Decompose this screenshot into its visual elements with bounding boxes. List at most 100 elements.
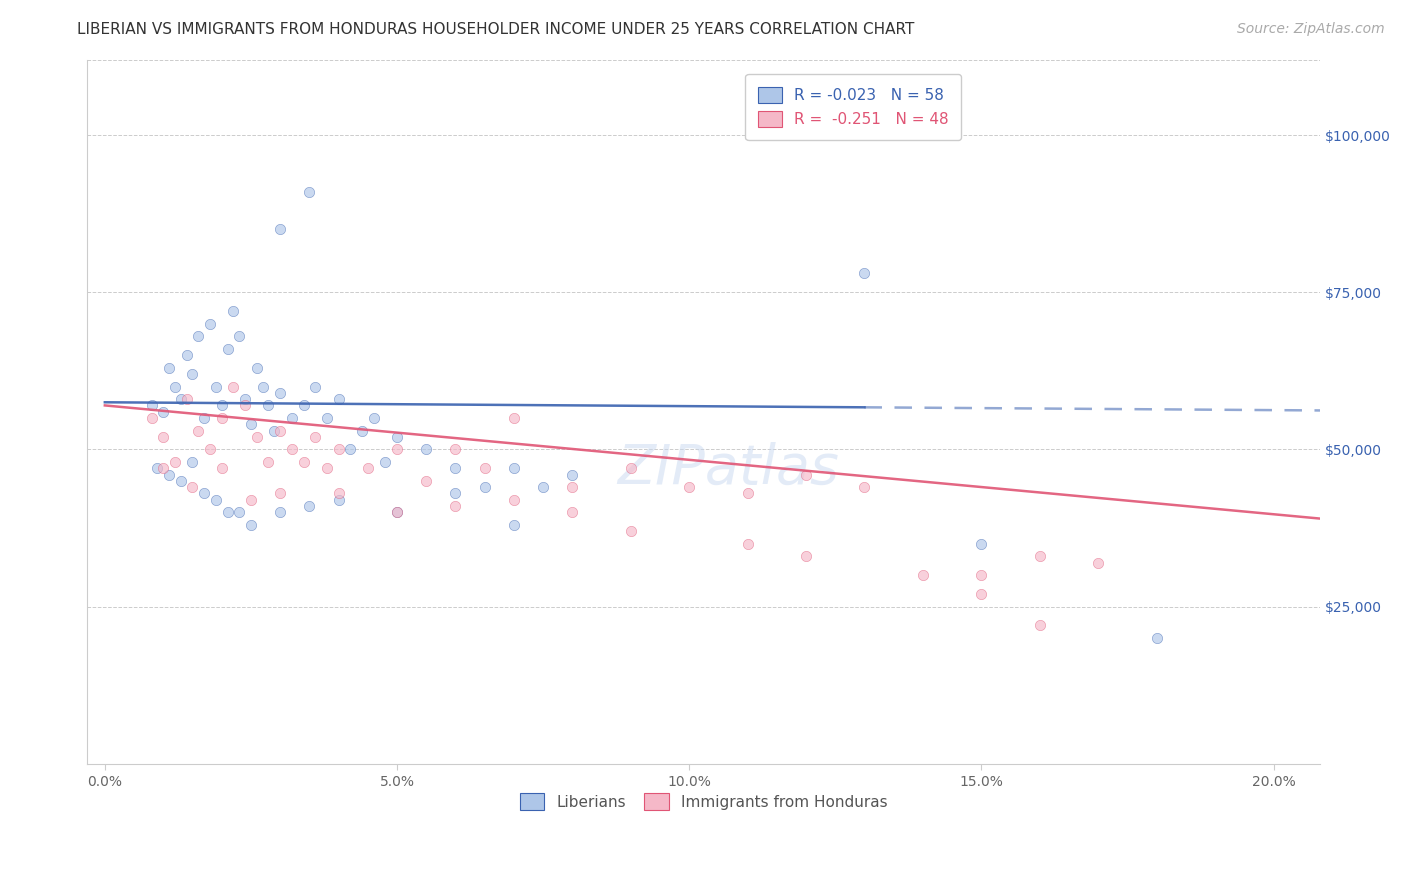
Point	[1029, 618, 1052, 632]
Point	[281, 442, 304, 457]
Point	[444, 461, 467, 475]
Point	[444, 499, 467, 513]
Point	[193, 486, 215, 500]
Point	[157, 467, 180, 482]
Point	[239, 517, 262, 532]
Point	[263, 424, 285, 438]
Point	[233, 392, 256, 406]
Point	[620, 461, 643, 475]
Point	[187, 424, 209, 438]
Point	[252, 379, 274, 393]
Point	[853, 266, 876, 280]
Point	[357, 461, 380, 475]
Point	[970, 568, 993, 582]
Point	[170, 474, 193, 488]
Point	[157, 360, 180, 375]
Point	[170, 392, 193, 406]
Point	[211, 461, 233, 475]
Point	[257, 455, 280, 469]
Point	[328, 486, 350, 500]
Point	[187, 329, 209, 343]
Point	[1029, 549, 1052, 564]
Point	[304, 430, 326, 444]
Point	[474, 461, 496, 475]
Text: Source: ZipAtlas.com: Source: ZipAtlas.com	[1237, 22, 1385, 37]
Point	[561, 480, 583, 494]
Point	[502, 411, 524, 425]
Legend: Liberians, Immigrants from Honduras: Liberians, Immigrants from Honduras	[513, 787, 894, 816]
Point	[141, 411, 163, 425]
Point	[217, 342, 239, 356]
Point	[304, 379, 326, 393]
Point	[198, 317, 221, 331]
Point	[444, 486, 467, 500]
Point	[269, 385, 291, 400]
Point	[269, 222, 291, 236]
Point	[292, 399, 315, 413]
Point	[181, 455, 204, 469]
Point	[233, 399, 256, 413]
Point	[970, 537, 993, 551]
Point	[385, 430, 408, 444]
Point	[328, 392, 350, 406]
Point	[228, 505, 250, 519]
Point	[350, 424, 373, 438]
Point	[339, 442, 361, 457]
Point	[1087, 556, 1109, 570]
Point	[328, 442, 350, 457]
Point	[281, 411, 304, 425]
Point	[970, 587, 993, 601]
Point	[217, 505, 239, 519]
Point	[561, 505, 583, 519]
Point	[269, 424, 291, 438]
Point	[298, 499, 321, 513]
Point	[176, 348, 198, 362]
Point	[269, 505, 291, 519]
Point	[141, 399, 163, 413]
Point	[211, 399, 233, 413]
Point	[205, 379, 228, 393]
Point	[193, 411, 215, 425]
Point	[853, 480, 876, 494]
Point	[152, 461, 174, 475]
Point	[181, 480, 204, 494]
Point	[502, 461, 524, 475]
Point	[328, 492, 350, 507]
Point	[198, 442, 221, 457]
Point	[239, 492, 262, 507]
Point	[246, 360, 269, 375]
Point	[385, 505, 408, 519]
Point	[298, 185, 321, 199]
Point	[678, 480, 700, 494]
Point	[620, 524, 643, 538]
Point	[152, 430, 174, 444]
Point	[1146, 631, 1168, 645]
Point	[152, 405, 174, 419]
Point	[363, 411, 385, 425]
Point	[222, 304, 245, 318]
Point	[374, 455, 396, 469]
Point	[385, 505, 408, 519]
Point	[181, 367, 204, 381]
Point	[246, 430, 269, 444]
Point	[531, 480, 554, 494]
Point	[228, 329, 250, 343]
Point	[257, 399, 280, 413]
Text: LIBERIAN VS IMMIGRANTS FROM HONDURAS HOUSEHOLDER INCOME UNDER 25 YEARS CORRELATI: LIBERIAN VS IMMIGRANTS FROM HONDURAS HOU…	[77, 22, 915, 37]
Point	[911, 568, 934, 582]
Point	[222, 379, 245, 393]
Point	[444, 442, 467, 457]
Point	[474, 480, 496, 494]
Point	[146, 461, 169, 475]
Point	[415, 442, 437, 457]
Point	[163, 379, 186, 393]
Point	[502, 492, 524, 507]
Point	[163, 455, 186, 469]
Point	[211, 411, 233, 425]
Point	[415, 474, 437, 488]
Point	[794, 467, 817, 482]
Point	[315, 461, 337, 475]
Point	[385, 442, 408, 457]
Point	[315, 411, 337, 425]
Point	[794, 549, 817, 564]
